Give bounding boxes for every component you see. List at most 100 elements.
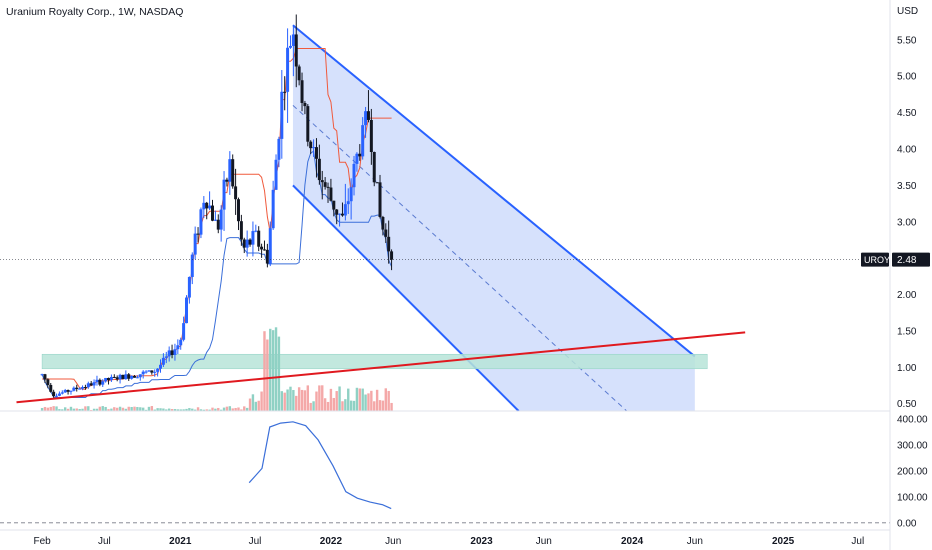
candle-body <box>378 182 382 218</box>
candle-body <box>260 246 264 250</box>
volume-bar <box>292 390 295 411</box>
volume-bar <box>101 406 104 411</box>
volume-bar <box>121 407 125 411</box>
candle <box>384 223 388 243</box>
candle-body <box>202 202 206 210</box>
candle-body <box>193 233 197 255</box>
volume-bar <box>130 406 133 411</box>
candle <box>390 249 394 271</box>
candle-body <box>210 205 214 221</box>
last-price-badge: UROY 2.48 <box>861 252 930 267</box>
candle <box>358 144 362 161</box>
candle-body <box>153 371 157 373</box>
candle <box>179 337 183 350</box>
candle-body <box>144 371 148 373</box>
candle-body <box>57 393 61 396</box>
time-tick-label: Feb <box>33 536 51 547</box>
candle <box>159 359 163 373</box>
candle <box>190 252 194 285</box>
candle-body <box>274 159 278 190</box>
candle-body <box>352 163 356 188</box>
badge-value: 2.48 <box>897 255 917 266</box>
candle <box>98 378 102 387</box>
volume-bar <box>228 406 232 411</box>
candle-body <box>326 186 330 188</box>
candle <box>234 168 238 215</box>
candle-body <box>147 370 151 372</box>
volume-bar <box>370 390 373 411</box>
candle-body <box>95 379 99 383</box>
volume-bar <box>144 409 148 411</box>
support-zone[interactable] <box>41 353 708 370</box>
volume-bar <box>202 409 206 411</box>
support-zone-rect <box>41 353 708 370</box>
candle <box>271 180 275 230</box>
volume-bar <box>208 409 211 411</box>
candle-body <box>236 199 240 222</box>
volume-bar <box>118 406 122 411</box>
candle <box>202 196 206 218</box>
candle <box>340 202 344 217</box>
volume-bar <box>124 408 128 411</box>
candle <box>317 144 321 185</box>
candle <box>312 139 316 157</box>
volume-bar <box>182 409 185 411</box>
descending-channel[interactable] <box>292 24 696 412</box>
volume-bar <box>72 408 76 411</box>
volume-bar <box>384 388 387 411</box>
volume-bar <box>274 327 278 411</box>
candle <box>372 151 376 187</box>
candle <box>112 374 116 379</box>
candle <box>349 178 353 220</box>
candle-body <box>271 189 275 229</box>
volume-bar <box>306 385 310 411</box>
candle-body <box>372 152 376 183</box>
volume-bar <box>295 395 298 411</box>
candle-body <box>338 213 342 215</box>
time-tick-label: 2025 <box>772 536 795 547</box>
price-tick-label: 5.50 <box>897 35 917 46</box>
candle <box>219 205 223 242</box>
candle <box>309 140 313 155</box>
volume-bar <box>156 408 159 411</box>
volume-bar <box>222 407 226 411</box>
candle-body <box>251 231 255 245</box>
candle-body <box>118 374 122 380</box>
volume-bar <box>147 406 151 411</box>
volume-bar <box>219 409 223 411</box>
volume-bar <box>55 406 58 411</box>
badge-symbol-box <box>861 252 889 267</box>
volume-bar <box>46 407 50 411</box>
candle <box>378 174 382 219</box>
volume-bar <box>133 406 136 411</box>
volume-bar <box>78 409 81 411</box>
volume-bar <box>104 406 107 411</box>
candle-body <box>268 228 272 264</box>
time-tick-label: Jun <box>687 536 703 547</box>
candle <box>86 381 90 389</box>
candle <box>52 389 56 398</box>
volume-bar <box>297 387 301 411</box>
candle <box>66 389 70 395</box>
volume-bar <box>309 402 312 411</box>
indicator-tick-label: 300.00 <box>897 441 928 452</box>
trend-lines[interactable] <box>0 259 890 404</box>
candle-body <box>173 349 177 355</box>
candle <box>375 182 379 184</box>
volume-bar <box>179 409 182 411</box>
volume-bar <box>162 408 165 411</box>
candle-body <box>63 390 67 393</box>
volume-bar <box>269 328 272 411</box>
candle <box>343 183 347 221</box>
candle <box>109 374 113 382</box>
candle-body <box>355 153 359 164</box>
candle-body <box>216 219 220 230</box>
candle-body <box>297 66 301 81</box>
candle <box>138 374 142 381</box>
candle <box>89 380 93 386</box>
candle <box>294 14 298 88</box>
volume-bar <box>240 409 243 411</box>
volume-bar <box>332 397 336 411</box>
volume-bar <box>358 388 361 411</box>
